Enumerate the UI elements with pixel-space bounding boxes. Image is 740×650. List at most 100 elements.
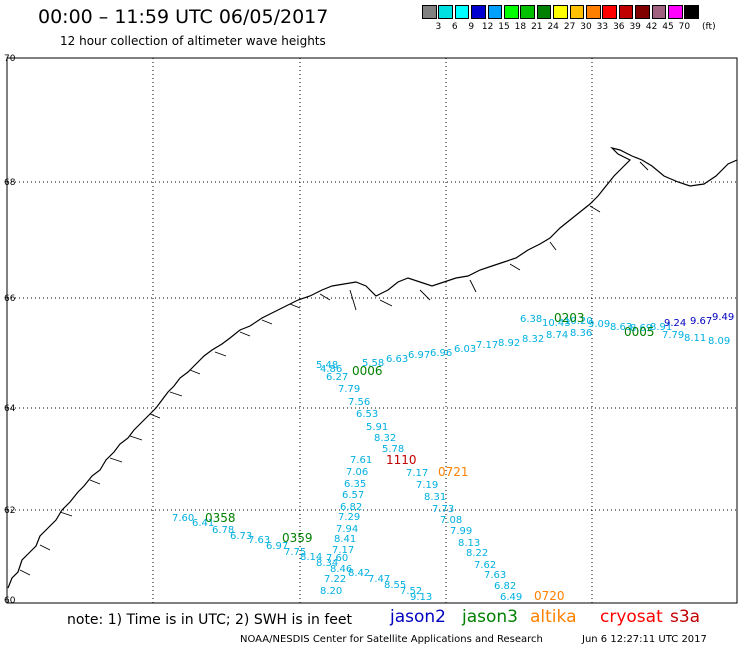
map-title: 00:00 – 11:59 UTC 06/05/2017 [38, 6, 329, 28]
legend-unit: (ft) [702, 22, 716, 32]
satellite-legend-cryosat: cryosat [600, 607, 663, 627]
swh-value: 9.67 [690, 316, 712, 327]
swh-value: 6.27 [326, 372, 348, 383]
swh-value: 7.17 [332, 545, 354, 556]
legend-swatch [422, 5, 437, 19]
legend-swatch [520, 5, 536, 19]
generation-timestamp: Jun 6 12:27:11 UTC 2017 [582, 634, 707, 645]
satellite-legend-s3a: s3a [670, 607, 701, 627]
swh-value: 8.20 [320, 586, 342, 597]
swh-value: 7.61 [350, 455, 372, 466]
lat-tick-label: 62 [4, 506, 15, 516]
satellite-legend-jason2: jason2 [390, 607, 446, 627]
swh-value: 7.73 [432, 504, 454, 515]
legend-label: 42 [645, 22, 658, 32]
swh-value: 6.96 [430, 348, 452, 359]
swh-value: 6.57 [342, 490, 364, 501]
lat-tick-label: 70 [4, 54, 16, 64]
legend-swatch [553, 5, 568, 19]
credit-line: NOAA/NESDIS Center for Satellite Applica… [240, 634, 543, 645]
swh-value: 5.48 [316, 360, 338, 371]
swh-value: 10.43 [542, 318, 571, 329]
swh-value: 4.86 [320, 364, 342, 375]
swh-value: 6.63 [386, 354, 408, 365]
legend-swatch [684, 5, 700, 19]
swh-value: 6.78 [212, 525, 234, 536]
satellite-legend-altika: altika [530, 607, 577, 627]
legend-label: 15 [498, 22, 510, 32]
legend-label: 36 [613, 22, 625, 32]
swh-value: 6.53 [356, 409, 378, 420]
greenland-coastline [7, 146, 738, 589]
legend-swatch [668, 5, 683, 19]
legend-swatch [504, 5, 519, 19]
swh-value: 6.49 [500, 592, 522, 603]
legend-label: 33 [596, 22, 609, 32]
legend-swatch [454, 5, 470, 19]
swh-value: 6.35 [344, 479, 366, 490]
map-subtitle: 12 hour collection of altimeter wave hei… [60, 34, 326, 48]
legend-label: 3 [435, 22, 442, 32]
swh-value: 6.82 [340, 502, 362, 513]
swh-value: 8.36 [570, 328, 592, 339]
swh-value: 8.92 [498, 338, 520, 349]
swh-value: 5.91 [366, 422, 388, 433]
legend-label: 45 [662, 22, 674, 32]
swh-value: 7.79 [338, 384, 360, 395]
swh-value: 8.31 [424, 492, 446, 503]
pass-time-label: 0359 [282, 531, 313, 545]
swh-value: 8.69 [630, 323, 652, 334]
legend-label: 30 [580, 22, 592, 32]
swh-value: 6.73 [230, 531, 252, 542]
coastline-fjords [19, 161, 649, 576]
swh-value: 8.14 [300, 552, 322, 563]
pass-time-label: 1110 [386, 453, 417, 467]
swh-value: 9.09 [588, 319, 610, 330]
swh-value: 7.94 [336, 524, 358, 535]
lat-tick-label: 64 [4, 404, 16, 414]
swh-value: 8.32 [374, 433, 396, 444]
legend-label: 9 [468, 22, 475, 32]
swh-value: 8.34 [316, 558, 338, 569]
swh-value: 7.75 [284, 547, 306, 558]
swh-value: 7.56 [348, 397, 370, 408]
swh-value: 7.17 [406, 468, 428, 479]
swh-value: 9.13 [410, 592, 432, 603]
swh-value: 8.63 [610, 322, 632, 333]
swh-value: 7.63 [248, 535, 270, 546]
swh-value: 7.60 [326, 553, 348, 564]
swh-value: 6.41 [192, 518, 214, 529]
legend-swatch [569, 5, 585, 19]
swh-value: 6.82 [494, 581, 516, 592]
units-note: note: 1) Time is in UTC; 2) SWH is in fe… [67, 612, 353, 628]
swh-value: 7.19 [416, 480, 438, 491]
swh-value: 7.22 [324, 574, 346, 585]
pass-time-label: 0203 [554, 311, 585, 325]
swh-value: 9.49 [712, 312, 734, 323]
swh-value: 6.97 [266, 541, 288, 552]
lat-tick-label: 60 [4, 596, 16, 605]
legend-swatch [487, 5, 503, 19]
swh-value: 5.58 [362, 358, 384, 369]
legend-swatch [471, 5, 486, 19]
legend-label: 27 [563, 22, 576, 32]
legend-label: 18 [514, 22, 527, 32]
legend-label: 70 [678, 22, 691, 32]
swh-value: 7.52 [400, 586, 422, 597]
legend-swatch [536, 5, 552, 19]
satellite-legend-jason3: jason3 [462, 607, 518, 627]
swh-value: 6.03 [454, 344, 476, 355]
pass-time-label: 0721 [438, 465, 469, 479]
legend-label: 12 [481, 22, 494, 32]
legend-label: 6 [451, 22, 458, 32]
swh-value: 7.08 [440, 515, 462, 526]
swh-value: 8.09 [708, 336, 730, 347]
pass-time-label: 0720 [534, 589, 565, 603]
swh-value: 5.78 [382, 444, 404, 455]
swh-value: 8.46 [330, 564, 352, 575]
swh-value: 10.20 [564, 316, 593, 327]
swh-value: 7.29 [338, 512, 360, 523]
swh-value: 7.60 [172, 513, 194, 524]
